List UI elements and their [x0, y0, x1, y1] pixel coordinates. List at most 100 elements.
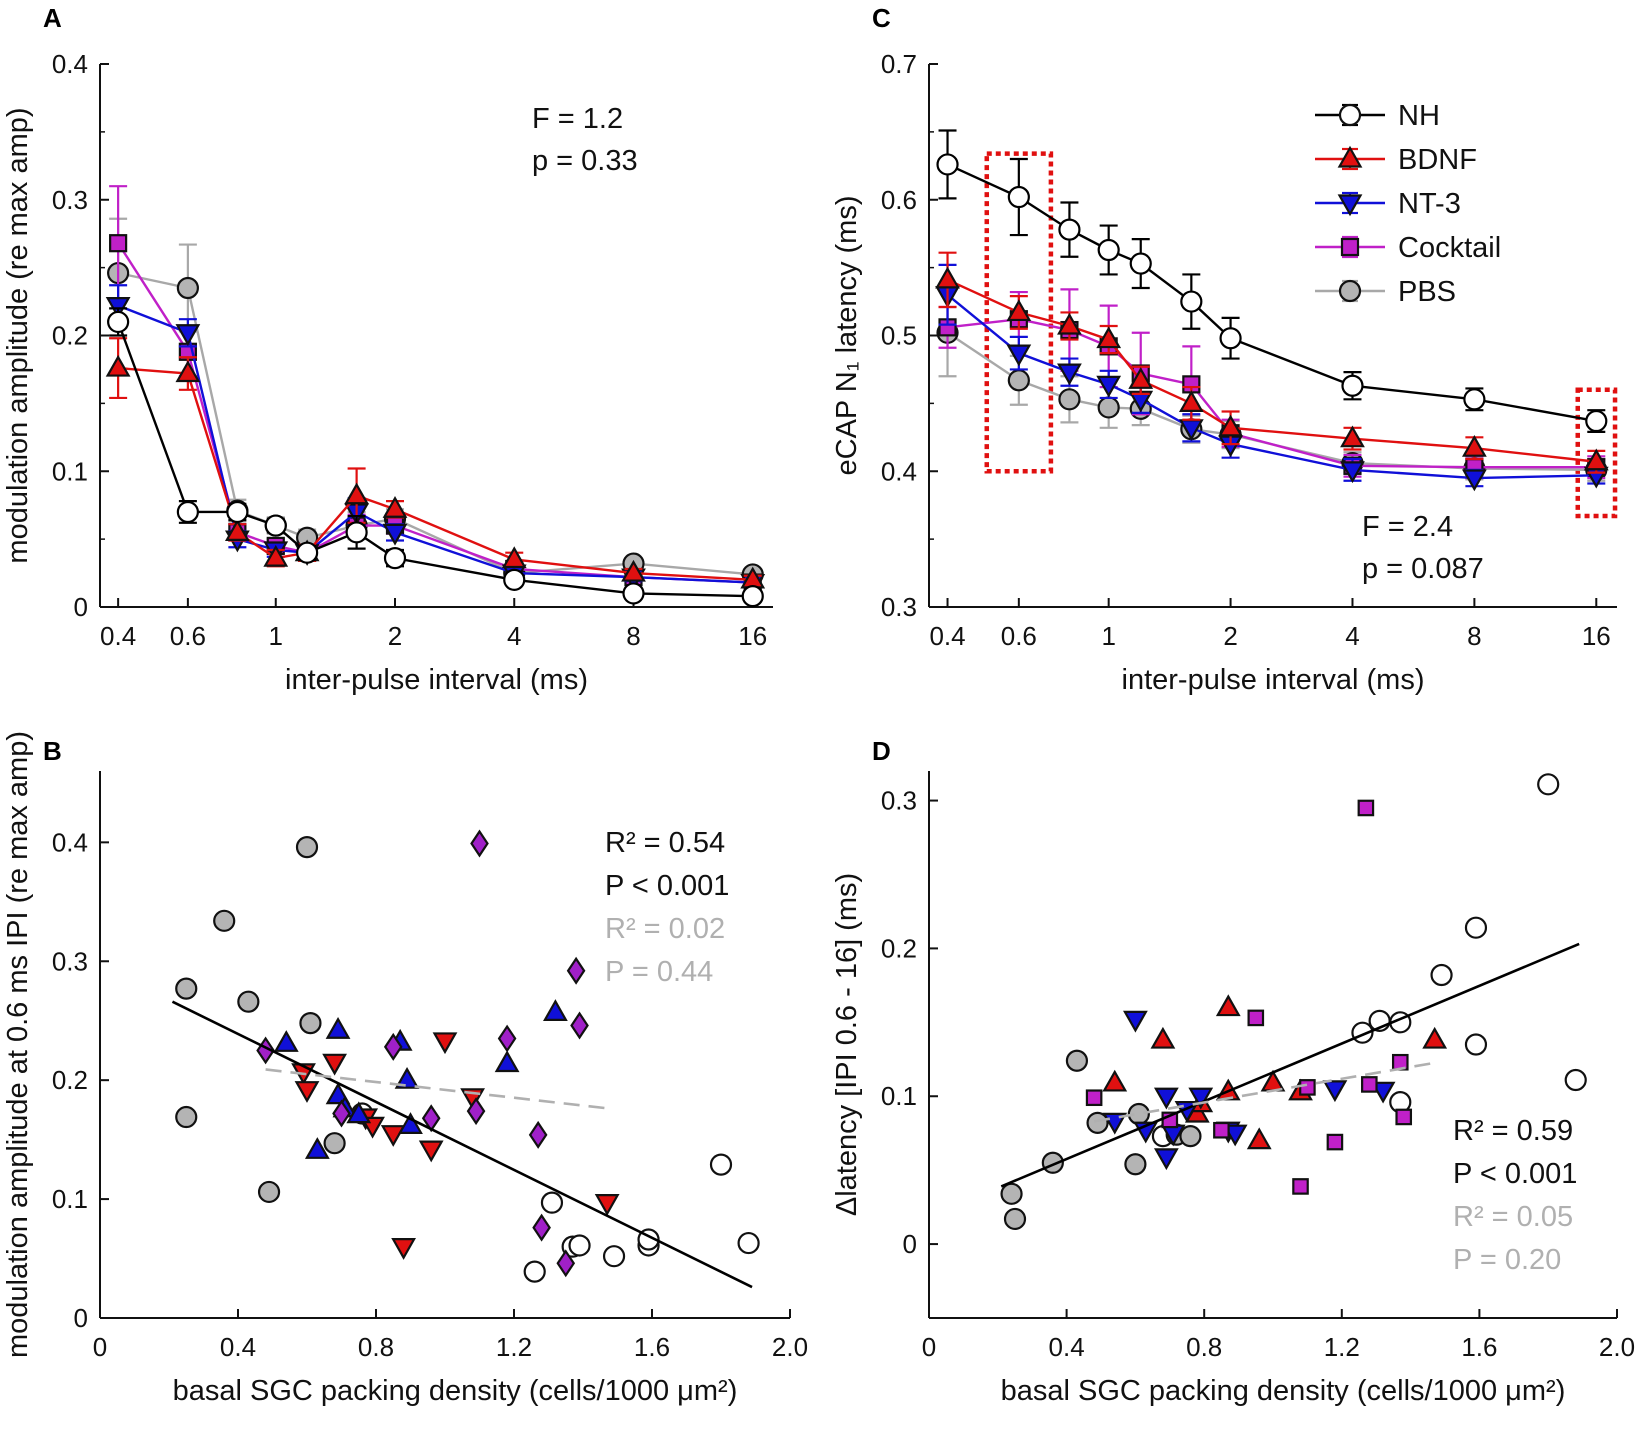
x-tick-label: 1.6 [1461, 1332, 1497, 1362]
data-point [1461, 469, 1487, 492]
y-tick-label: 0.3 [52, 185, 88, 215]
legend-marker [1340, 237, 1360, 257]
data-point [383, 547, 407, 570]
data-point [1153, 1087, 1179, 1110]
data-point [224, 519, 250, 541]
x-tick-label: 2.0 [1599, 1332, 1635, 1362]
y-axis-label: modulation amplitude at 0.6 ms IPI (re m… [2, 731, 34, 1358]
data-point [1128, 367, 1154, 389]
data-point [322, 1053, 347, 1076]
y-axis-label: eCAP N₁ latency (ms) [831, 196, 863, 476]
data-point [494, 1050, 520, 1073]
x-axis-label: basal SGC packing density (cells/1000 μm… [173, 1375, 738, 1407]
legend-marker [1337, 194, 1363, 217]
x-axis-label: inter-pulse interval (ms) [1122, 664, 1425, 696]
data-point [294, 1081, 320, 1103]
data-point [213, 909, 236, 932]
series-line [118, 366, 753, 582]
data-point [382, 496, 408, 518]
data-point [602, 1245, 626, 1268]
x-tick-label: 8 [626, 621, 640, 651]
data-point [1096, 375, 1122, 398]
data-point [382, 523, 408, 546]
legend-marker [1338, 103, 1362, 127]
data-point [540, 1191, 564, 1214]
data-point [1180, 290, 1203, 313]
series-nh [936, 129, 1608, 433]
data-point [621, 559, 646, 582]
stat-r2-deafened: R² = 0.02 [605, 913, 725, 945]
data-point [418, 1140, 444, 1163]
y-tick-label: 0.2 [881, 933, 917, 963]
data-point [1086, 1111, 1109, 1134]
data-point [237, 990, 260, 1013]
x-tick-label: 0.8 [1186, 1332, 1222, 1362]
stat-p-deafened: P = 0.44 [605, 956, 713, 988]
series-pbs [175, 836, 346, 1204]
data-point [523, 1260, 546, 1283]
x-tick-label: 4 [507, 621, 521, 651]
data-point [497, 1024, 517, 1053]
series-bdnf [935, 251, 1609, 474]
data-point [1219, 327, 1242, 350]
data-point [1178, 390, 1204, 412]
legend-marker [1337, 145, 1363, 168]
y-tick-label: 0.6 [881, 185, 917, 215]
data-point [1123, 1010, 1148, 1033]
x-tick-label: 1 [269, 621, 283, 651]
data-point [1422, 1026, 1448, 1049]
highlight-box [1575, 387, 1618, 519]
data-point [304, 1137, 330, 1159]
panel-b-chart: 0 0.4 0.8 1.2 1.6 2.0 0 0.1 0.2 0.3 0.4 basal SGC p… [2, 731, 808, 1407]
series-nh [107, 307, 764, 608]
data-point [556, 1249, 576, 1278]
y-axis-label: modulation amplitude (re max amp) [2, 107, 34, 563]
x-axis-label: basal SGC packing density (cells/1000 μm… [1001, 1375, 1566, 1407]
data-point [325, 1017, 351, 1039]
data-point [1058, 218, 1081, 241]
data-point [1357, 799, 1375, 817]
data-point [1395, 1108, 1413, 1126]
data-point [570, 1011, 589, 1040]
data-point [470, 829, 489, 858]
stat-r2-all: R² = 0.54 [605, 827, 725, 859]
data-point [323, 1132, 346, 1155]
data-point [1057, 312, 1082, 335]
x-tick-label: 0.4 [929, 621, 965, 651]
x-tick-label: 2 [388, 621, 402, 651]
data-point [1564, 1068, 1587, 1092]
y-tick-label: 0.3 [52, 946, 88, 976]
data-point [503, 568, 526, 591]
data-point [1000, 1182, 1023, 1205]
x-tick-label: 4 [1345, 621, 1359, 651]
data-point [1097, 238, 1120, 262]
data-point [1179, 1125, 1202, 1148]
data-point [263, 544, 289, 567]
y-tick-label: 0 [74, 1303, 88, 1333]
data-point [295, 836, 319, 859]
data-point [1213, 1121, 1230, 1139]
data-point [1326, 1133, 1344, 1151]
x-tick-label: 0.6 [1001, 621, 1037, 651]
data-point [1292, 1178, 1309, 1195]
data-point [176, 500, 199, 524]
x-tick-label: 1.2 [496, 1332, 532, 1362]
data-point [1430, 963, 1453, 987]
panel-d-chart: 0 0.4 0.8 1.2 1.6 2.0 0 0.1 0.2 0.3 basal SGC pack… [831, 771, 1635, 1407]
y-tick-label: 0 [903, 1229, 917, 1259]
data-point [175, 360, 201, 383]
data-point [622, 582, 645, 605]
panel-label-a: A [43, 3, 62, 33]
data-point [741, 585, 764, 608]
y-tick-label: 0.7 [881, 49, 917, 79]
data-point [345, 521, 368, 544]
panel-c-chart: 0.4 0.6 1 2 4 8 16 0.3 0.4 0.5 0.6 0.7 inter-pulse i… [831, 49, 1618, 696]
data-point [1464, 916, 1488, 939]
series-line [947, 317, 1597, 469]
x-tick-label: 0 [93, 1332, 107, 1362]
data-point [346, 1101, 372, 1124]
legend-marker [1338, 279, 1362, 303]
stat-p-all: P < 0.001 [1453, 1158, 1577, 1190]
regression-line-all [1000, 942, 1580, 1188]
data-point [176, 276, 199, 300]
